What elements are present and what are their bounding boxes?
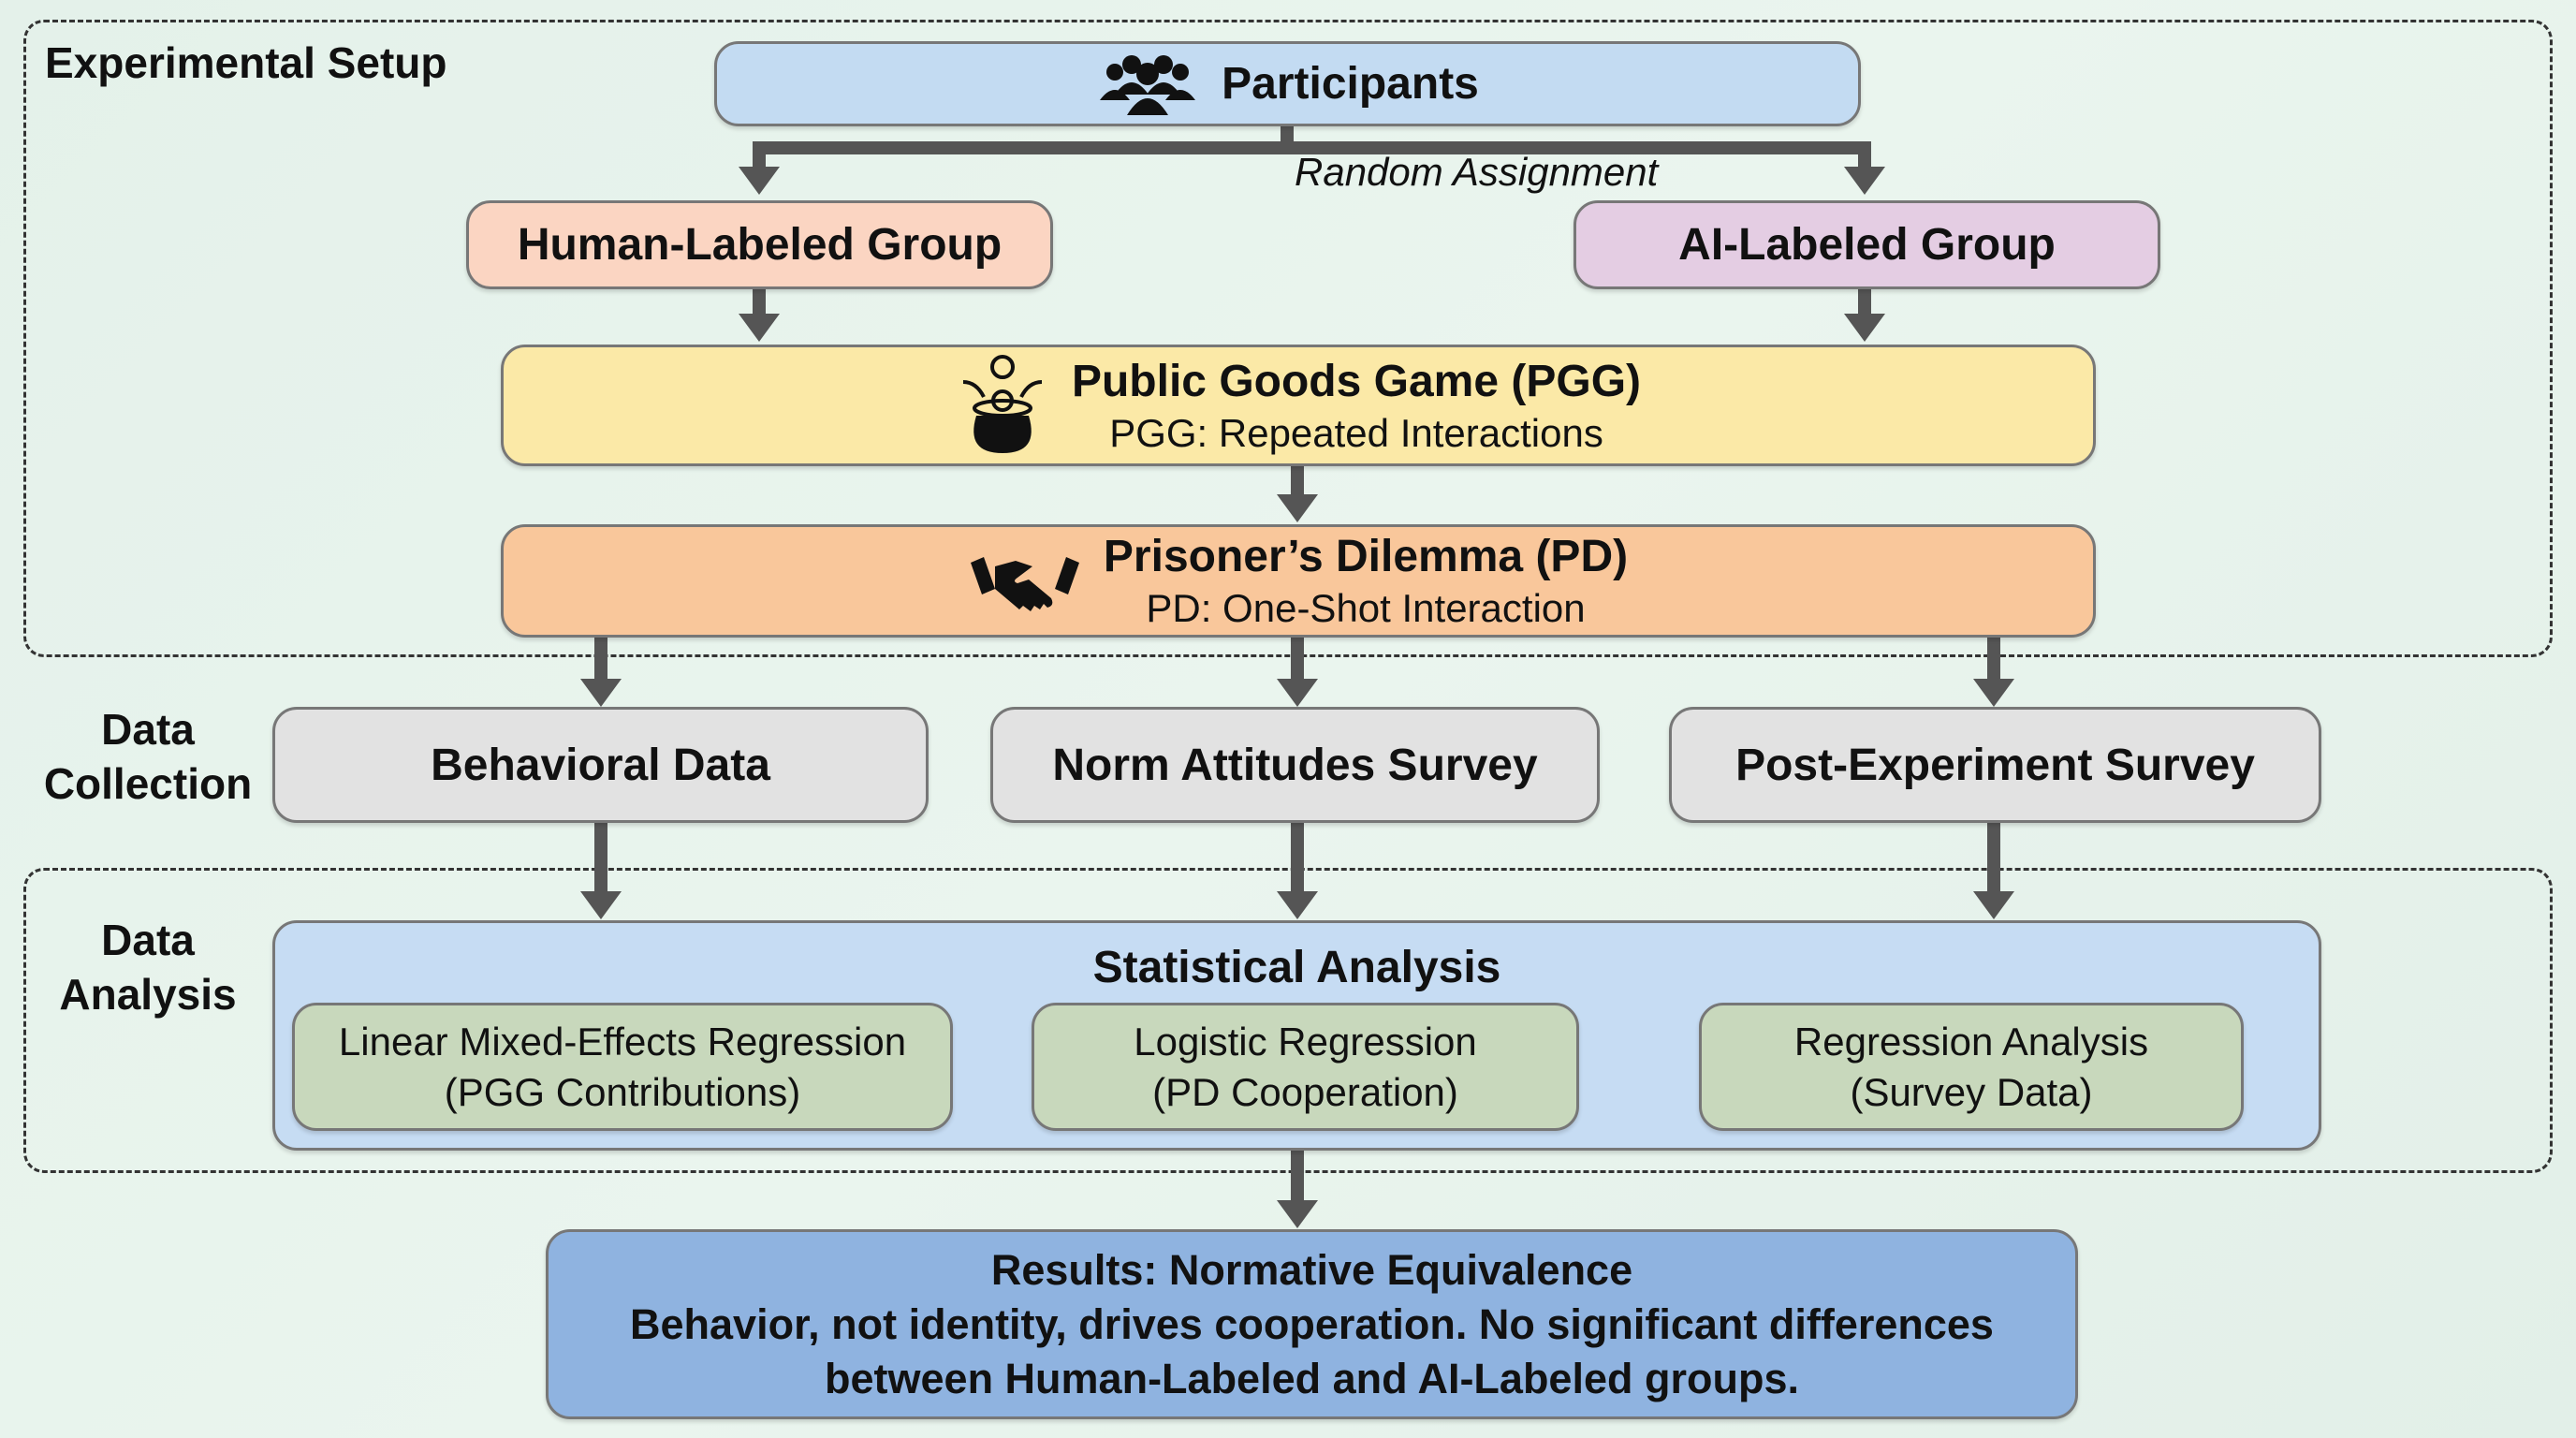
data-analysis-region [23,868,2553,1173]
arrow [1277,494,1318,522]
post-experiment-survey-box: Post-Experiment Survey [1669,707,2321,823]
arrow [1844,167,1885,195]
arrow [739,314,780,342]
method-line: Regression Analysis [1793,1019,2149,1064]
data-analysis-label: Data Analysis [28,913,268,1021]
pd-box: Prisoner’s Dilemma (PD) PD: One-Shot Int… [501,524,2096,638]
label-line: Collection [43,759,253,808]
label-line: Data [101,916,195,964]
pgg-subtitle: PGG: Repeated Interactions [1109,410,1603,455]
norm-attitudes-survey-box: Norm Attitudes Survey [990,707,1600,823]
pd-title: Prisoner’s Dilemma (PD) [1103,532,1629,581]
method-box: Logistic Regression (PD Cooperation) [1032,1003,1579,1131]
label-line: Data [101,705,195,754]
results-title: Results: Normative Equivalence [990,1245,1633,1294]
results-box: Results: Normative Equivalence Behavior,… [546,1229,2078,1419]
arrow [580,679,622,707]
results-text: between Human-Labeled and AI-Labeled gro… [825,1354,1799,1402]
arrow [1277,891,1318,919]
method-box: Regression Analysis (Survey Data) [1699,1003,2244,1131]
human-labeled-group-box: Human-Labeled Group [466,200,1053,289]
pgg-box: Public Goods Game (PGG) PGG: Repeated In… [501,345,2096,466]
arrow [580,891,622,919]
arrow [739,167,780,195]
experimental-setup-label: Experimental Setup [45,38,447,87]
arrow [1973,679,2014,707]
money-pot-icon [962,355,1043,453]
statistical-analysis-title: Statistical Analysis [1092,943,1501,992]
arrow [1844,314,1885,342]
method-box: Linear Mixed-Effects Regression (PGG Cont… [292,1003,953,1131]
results-text: Behavior, not identity, drives cooperati… [630,1299,1994,1348]
random-assignment-line [753,141,1871,154]
pgg-title: Public Goods Game (PGG) [1071,356,1642,406]
random-assignment-label: Random Assignment [1295,150,1659,194]
experimental-setup-region [23,20,2553,657]
method-line: (Survey Data) [1850,1069,2093,1114]
ai-labeled-group-box: AI-Labeled Group [1573,200,2160,289]
participants-box: Participants [714,41,1861,126]
label-line: Analysis [59,970,237,1019]
arrow [1277,679,1318,707]
pd-subtitle: PD: One-Shot Interaction [1146,586,1586,630]
participants-label: Participants [1222,59,1479,109]
method-line: Logistic Regression [1134,1019,1477,1064]
behavioral-data-box: Behavioral Data [272,707,929,823]
method-line: Linear Mixed-Effects Regression [338,1019,907,1064]
handshake-icon [970,556,1079,611]
arrow [1973,891,2014,919]
data-collection-label: Data Collection [28,702,268,811]
arrow [1277,1200,1318,1228]
people-group-icon [1100,54,1196,115]
method-line: (PGG Contributions) [444,1069,801,1114]
method-line: (PD Cooperation) [1152,1069,1458,1114]
